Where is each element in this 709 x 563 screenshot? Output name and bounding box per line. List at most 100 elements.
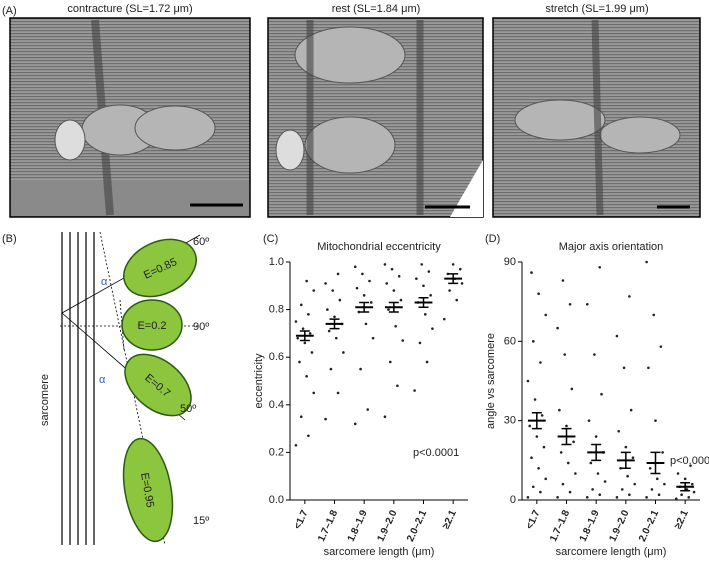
data-point [531, 340, 535, 343]
y-tick-label: 0.6 [269, 351, 284, 363]
data-point [383, 263, 387, 266]
alpha: α [99, 374, 106, 386]
data-point [369, 301, 373, 304]
error-bar [448, 273, 459, 285]
data-point [526, 379, 530, 383]
data-point [305, 279, 308, 283]
data-point [362, 294, 366, 297]
panel-label: (B) [2, 233, 17, 245]
data-point [654, 419, 657, 422]
data-point [628, 493, 631, 497]
data-point [366, 408, 370, 411]
axis-label: sarcomere [39, 374, 51, 426]
data-point [353, 265, 357, 269]
error-bar [591, 443, 602, 462]
data-point [394, 324, 397, 328]
data-point [591, 488, 594, 491]
angle-label: 90º [193, 321, 209, 333]
data-point [598, 493, 602, 497]
error-bar [388, 301, 399, 313]
data-point [383, 415, 387, 419]
data-point [647, 366, 650, 370]
data-point [617, 429, 621, 433]
data-point [390, 267, 394, 271]
data-point [620, 488, 624, 491]
x-tick-label: 1.7–1.8 [316, 508, 340, 543]
y-tick-label: 90 [504, 256, 516, 268]
data-point [308, 332, 312, 335]
error-bar [531, 411, 542, 430]
error-bar [680, 482, 691, 492]
data-point [568, 303, 572, 306]
data-point [324, 282, 327, 285]
data-point [661, 451, 664, 454]
data-point [692, 490, 696, 494]
data-point [676, 472, 680, 475]
data-point [294, 320, 298, 323]
data-point [312, 289, 316, 292]
data-point [570, 387, 574, 391]
data-point [455, 298, 459, 302]
error-bar [418, 296, 429, 308]
data-point [680, 493, 683, 497]
data-point [420, 263, 424, 266]
data-point [542, 445, 546, 449]
x-tick-label: 1.8–1.9 [346, 508, 370, 543]
data-point [307, 434, 310, 438]
error-bar [650, 451, 661, 475]
data-point [537, 292, 540, 296]
y-tick-label: 0.0 [269, 494, 284, 506]
data-point [598, 265, 602, 269]
data-point [589, 461, 593, 465]
angle-label: 15º [193, 515, 209, 527]
data-point [593, 353, 596, 356]
data-point [331, 289, 335, 292]
data-point [305, 374, 308, 378]
data-point [342, 351, 345, 354]
x-tick-label: 1.7–1.8 [548, 508, 572, 543]
y-tick-label: 30 [504, 415, 516, 427]
data-point [355, 286, 359, 290]
data-point [294, 443, 298, 447]
data-point [307, 313, 310, 316]
data-point [530, 456, 533, 459]
x-tick-label: 1.9–2.0 [375, 508, 399, 543]
y-axis-label: eccentricity [253, 353, 265, 409]
data-point [298, 360, 301, 364]
data-point [371, 336, 375, 340]
data-point [528, 424, 532, 428]
data-point [539, 361, 542, 364]
x-tick-label: <1.7 [292, 508, 310, 531]
data-point [327, 329, 331, 333]
data-point [596, 472, 600, 475]
data-point [415, 277, 418, 280]
data-point [418, 341, 422, 345]
data-point [674, 497, 678, 500]
data-point [368, 279, 371, 283]
data-point [364, 322, 368, 326]
sarcomere-lines [60, 231, 201, 546]
x-axis-label: sarcomere length (μm) [324, 546, 435, 558]
data-point [687, 496, 691, 499]
data-point [561, 279, 565, 282]
data-point [650, 488, 654, 491]
data-point [451, 263, 455, 266]
panel-label: (C) [263, 233, 278, 245]
data-point [296, 336, 300, 340]
data-point [448, 289, 451, 292]
data-point [324, 417, 327, 421]
y-axis-label: angle vs sarcomere [485, 333, 497, 429]
chart-title: Major axis orientation [559, 241, 664, 253]
x-tick-label: 2.0–2.1 [637, 508, 661, 543]
data-point [663, 482, 666, 486]
data-point [585, 303, 589, 306]
y-tick-label: 0 [510, 494, 516, 506]
data-point [303, 341, 307, 345]
data-point [326, 308, 329, 311]
data-point [458, 267, 462, 271]
data-point [392, 289, 396, 292]
data-point [556, 496, 559, 499]
data-point [572, 440, 575, 444]
panel-label: (D) [485, 233, 500, 245]
x-tick-label: ≥2.1 [673, 508, 691, 531]
